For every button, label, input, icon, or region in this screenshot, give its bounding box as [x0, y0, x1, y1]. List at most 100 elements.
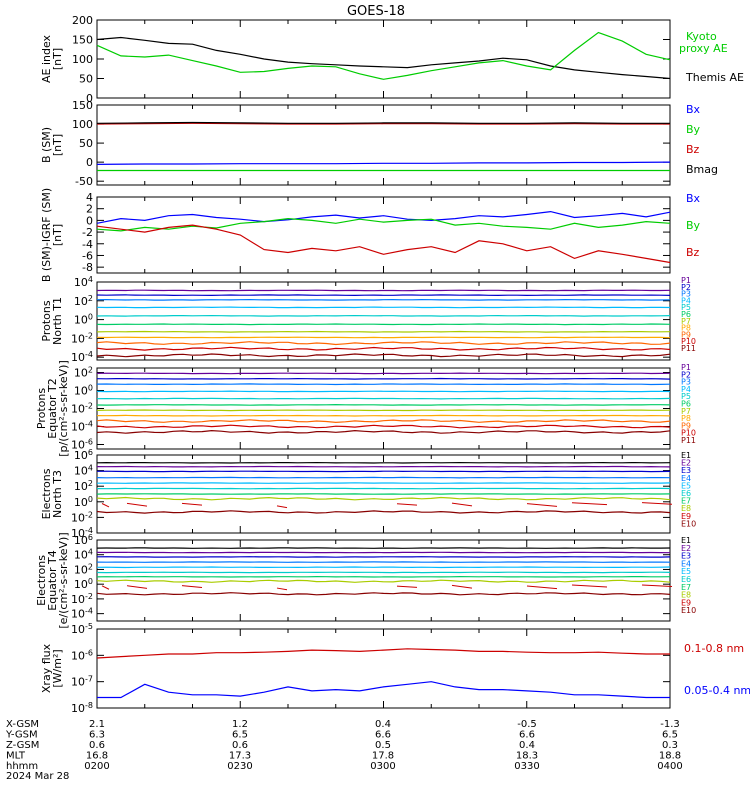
- series-line-xray-0-05-0-4-nm: [97, 682, 670, 698]
- x-axis-value: 6.6: [375, 730, 391, 741]
- series-line-pn-p7: [97, 332, 670, 333]
- y-axis-label-bdiff: B (SM)-IGRF (SM)[nT]: [40, 188, 64, 282]
- legend-bdiff-bx: Bx: [686, 192, 701, 205]
- panel-frame-xray: [97, 629, 670, 708]
- y-tick-label: 100: [74, 313, 93, 327]
- x-axis-value: 17.8: [372, 751, 394, 762]
- series-line-ae-kyoto-proxy-ae: [97, 33, 670, 80]
- x-axis-value: -1.3: [660, 719, 680, 730]
- panel-frame-pe: [97, 368, 670, 449]
- x-axis-row-label: Y-GSM: [5, 730, 38, 741]
- legend-pn-p11: P11: [681, 344, 696, 353]
- x-axis-value: 0.6: [232, 740, 248, 751]
- y-tick-label: 10-4: [71, 607, 93, 621]
- x-axis-value: 18.8: [659, 751, 681, 762]
- y-tick-label: 10-6: [71, 648, 93, 662]
- x-axis-value: 0200: [84, 761, 109, 772]
- x-axis-value: 6.5: [662, 730, 678, 741]
- x-axis-value: 0330: [514, 761, 539, 772]
- x-axis-value: 6.6: [519, 730, 535, 741]
- legend-bsm-bx: Bx: [686, 103, 701, 116]
- y-tick-label: 50: [79, 137, 93, 150]
- series-line-pe-p3: [97, 384, 670, 385]
- series-line-ee-e9-segment: [102, 586, 109, 589]
- x-axis-value: 16.8: [86, 751, 108, 762]
- series-line-ee-e9-segment: [527, 586, 557, 589]
- series-line-ee-e9-segment: [397, 586, 417, 587]
- series-line-en-e6: [97, 488, 670, 489]
- x-axis-row-label: X-GSM: [6, 719, 39, 730]
- y-tick-label: 104: [74, 275, 93, 289]
- y-tick-label: 102: [74, 294, 93, 308]
- legend-bdiff-bz: Bz: [686, 246, 700, 259]
- y-tick-label: 10-2: [71, 592, 93, 606]
- x-axis-date: 2024 Mar 28: [6, 771, 69, 782]
- series-line-ee-e8: [97, 580, 670, 582]
- y-tick-label: 200: [72, 14, 93, 27]
- series-line-pe-p1: [97, 373, 670, 374]
- x-axis-row-label: Z-GSM: [6, 740, 39, 751]
- y-tick-label: 10-8: [71, 701, 93, 715]
- series-line-ee-e9-segment: [642, 585, 672, 587]
- series-line-pn-p8: [97, 337, 670, 338]
- y-tick-label: 50: [79, 73, 93, 86]
- series-line-bsm-bmag: [97, 123, 670, 124]
- x-axis-row-label: MLT: [6, 751, 26, 762]
- series-line-en-e9-segment: [277, 506, 287, 508]
- y-tick-label: 10-4: [71, 420, 93, 434]
- y-tick-label: 10-2: [71, 510, 93, 524]
- y-axis-label-ee: ElectronsEquator T4[e/(cm²-s-sr-keV)]: [35, 532, 70, 628]
- y-tick-label: 10-2: [71, 331, 93, 345]
- series-line-en-e8: [97, 498, 670, 500]
- x-axis-value: 0.5: [375, 740, 391, 751]
- series-line-ee-e10: [97, 593, 670, 595]
- y-tick-label: -50: [75, 175, 93, 188]
- legend-en-e10: E10: [681, 519, 696, 528]
- y-axis-label-pe: ProtonsEquator T2[p/(cm²-s-sr-keV)]: [35, 360, 70, 457]
- y-tick-label: 104: [74, 464, 93, 478]
- x-axis-value: 1.2: [232, 719, 248, 730]
- x-axis-value: 0.4: [375, 719, 391, 730]
- series-line-pn-p3: [97, 300, 670, 301]
- series-line-ee-e9-segment: [572, 585, 607, 587]
- series-line-pe-p2: [97, 379, 670, 380]
- y-tick-label: 10-2: [71, 402, 93, 416]
- legend-xray-0-1-0-8-nm: 0.1-0.8 nm: [684, 642, 744, 655]
- series-line-en-e9-segment: [527, 504, 557, 507]
- x-axis-value: 0400: [657, 761, 682, 772]
- x-axis-value: 6.3: [89, 730, 105, 741]
- y-axis-label-en: ElectronsNorth T3: [40, 468, 64, 519]
- y-tick-label: -8: [82, 261, 93, 274]
- series-line-en-e9-segment: [102, 504, 109, 507]
- x-axis-value: 0.6: [89, 740, 105, 751]
- series-line-pe-p8: [97, 415, 670, 416]
- series-line-pn-p2: [97, 295, 670, 296]
- series-line-ee-e9-segment: [277, 588, 287, 590]
- y-tick-label: 100: [74, 577, 93, 591]
- x-axis-value: 17.3: [229, 751, 251, 762]
- y-tick-label: 10-4: [71, 350, 93, 364]
- legend-bdiff-by: By: [686, 219, 701, 232]
- y-tick-label: 102: [74, 562, 93, 576]
- y-tick-label: 10-7: [71, 675, 93, 689]
- y-tick-label: 100: [72, 118, 93, 131]
- y-tick-label: 150: [72, 34, 93, 47]
- legend-bsm-by: By: [686, 123, 701, 136]
- y-tick-label: 106: [74, 533, 93, 547]
- series-line-en-e9-segment: [397, 504, 417, 505]
- y-tick-label: 100: [74, 495, 93, 509]
- y-tick-label: -4: [82, 238, 93, 251]
- legend-xray-0-05-0-4-nm: 0.05-0.4 nm: [684, 684, 750, 697]
- series-line-en-e9-segment: [572, 503, 607, 505]
- y-tick-label: 106: [74, 448, 93, 462]
- x-axis-value: 2.1: [89, 719, 105, 730]
- series-line-bdiff-bz: [97, 225, 670, 262]
- y-axis-label-pn: ProtonsNorth T1: [40, 297, 64, 345]
- series-line-pn-p1: [97, 290, 670, 291]
- series-line-ee-e5: [97, 567, 670, 568]
- series-line-pn-p4: [97, 307, 670, 308]
- series-line-pe-p10: [97, 425, 670, 428]
- x-axis-value: 6.5: [232, 730, 248, 741]
- panel-frame-bsm: [97, 105, 670, 185]
